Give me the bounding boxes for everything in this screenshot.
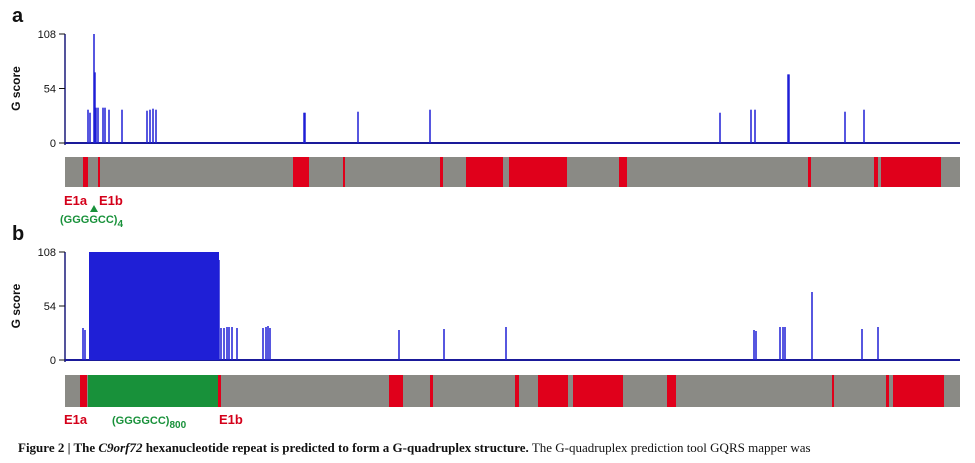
exon-block: [893, 375, 944, 407]
exon-block: [886, 375, 889, 407]
exon-block: [343, 157, 345, 187]
exon-label-e1a: E1a: [64, 193, 88, 208]
y-tick-label: 0: [50, 138, 56, 150]
y-axis-label: G score: [9, 283, 23, 328]
repeat-label: (GGGGCC)4: [60, 214, 123, 230]
exon-block: [509, 157, 567, 187]
exon-block: [80, 375, 87, 407]
repeat-arrow-icon: [90, 205, 98, 212]
panel-letter-b: b: [12, 223, 24, 245]
exon-block: [293, 157, 309, 187]
caption-gene-name: C9orf72: [98, 440, 143, 455]
exon-label-e1b: E1b: [219, 412, 243, 427]
exon-block: [573, 375, 623, 407]
exon-block: [832, 375, 834, 407]
exon-block: [538, 375, 568, 407]
exon-block: [466, 157, 503, 187]
y-tick-label: 108: [38, 29, 56, 41]
exon-label-e1a: E1a: [64, 412, 88, 427]
y-tick-label: 108: [38, 247, 56, 259]
y-axis-label: G score: [9, 66, 23, 111]
figure-caption: Figure 2 | The C9orf72 hexanucleotide re…: [18, 440, 968, 456]
repeat-count-subscript: 800: [169, 420, 186, 431]
repeat-count-subscript: 4: [117, 219, 123, 230]
figure-panels: a G score 0 54 108 E1a E1b (GGGGCC)4 b G score 0 54…: [9, 5, 960, 431]
exon-block: [667, 375, 676, 407]
exon-block: [874, 157, 878, 187]
exon-block: [808, 157, 811, 187]
repeat-label: (GGGGCC)800: [112, 415, 187, 431]
repeat-region: [88, 375, 218, 407]
exon-block: [881, 157, 941, 187]
exon-block: [389, 375, 403, 407]
caption-rest: The G-quadruplex prediction tool GQRS ma…: [528, 440, 811, 455]
exon-block: [98, 157, 100, 187]
exon-block: [619, 157, 627, 187]
y-tick-label: 54: [44, 301, 56, 313]
exon-block: [430, 375, 433, 407]
exon-label-e1b: E1b: [99, 193, 123, 208]
exon-block: [440, 157, 443, 187]
caption-bold-part-1: Figure 2 | The: [18, 440, 99, 455]
exon-block: [218, 375, 221, 407]
g-score-block: [89, 252, 219, 360]
caption-bold-part-2: hexanucleotide repeat is predicted to fo…: [142, 440, 529, 455]
panel-letter-a: a: [12, 5, 24, 27]
exon-block: [515, 375, 519, 407]
exon-block: [83, 157, 88, 187]
y-tick-label: 54: [44, 84, 56, 96]
y-tick-label: 0: [50, 355, 56, 367]
